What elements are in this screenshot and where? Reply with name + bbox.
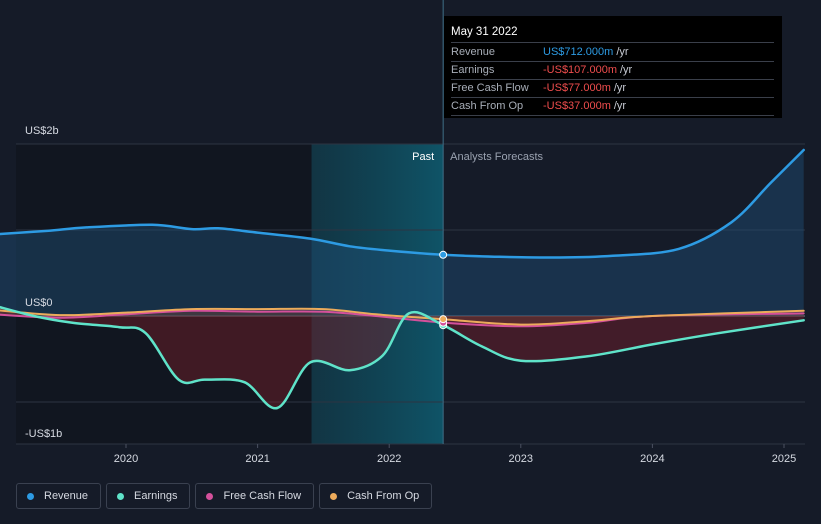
x-tick-label: 2020 [114, 453, 138, 465]
past-background [16, 144, 312, 444]
tooltip-row: Earnings -US$107.000m/yr [451, 62, 774, 80]
tooltip: May 31 2022 Revenue US$712.000m/yr Earning… [444, 16, 782, 118]
tooltip-label: Revenue [451, 46, 496, 58]
tooltip-unit: /yr [613, 100, 627, 112]
tooltip-label: Free Cash Flow [451, 82, 529, 94]
tooltip-row: Free Cash Flow -US$77.000m/yr [451, 80, 774, 98]
highlight-band [311, 144, 444, 444]
tooltip-value: US$712.000m [543, 46, 614, 58]
legend-label: Cash From Op [347, 490, 420, 502]
legend-label: Free Cash Flow [223, 490, 302, 502]
marker-cash-from-op [439, 315, 448, 324]
series-area-earnings [0, 307, 804, 409]
legend-dot-icon [117, 492, 125, 500]
legend-item-revenue[interactable]: Revenue [16, 483, 102, 509]
tooltip-value: -US$107.000m [543, 64, 617, 76]
tooltip-label: Cash From Op [451, 100, 524, 112]
legend-item-free-cash-flow[interactable]: Free Cash Flow [195, 483, 315, 509]
tooltip-date: May 31 2022 [451, 24, 774, 43]
x-tick-label: 2023 [509, 453, 533, 465]
tooltip-unit: /yr [613, 82, 627, 94]
legend-label: Earnings [134, 490, 178, 502]
series-line-earnings [0, 305, 805, 410]
x-tick-label: 2024 [640, 453, 664, 465]
tooltip-value: -US$77.000m [543, 82, 611, 94]
tooltip-row: Revenue US$712.000m/yr [451, 44, 774, 62]
legend: Revenue Earnings Free Cash Flow Cash From O… [16, 483, 433, 509]
legend-dot-icon [206, 492, 214, 500]
past-label: Past [412, 151, 434, 163]
series-area-cash-from-op [0, 308, 804, 325]
forecast-label: Analysts Forecasts [450, 151, 543, 163]
tooltip-label: Earnings [451, 64, 495, 76]
series-area-revenue [0, 150, 804, 316]
legend-label: Revenue [44, 490, 89, 502]
series-line-cash-from-op [0, 307, 805, 326]
marker-revenue [439, 250, 448, 259]
tooltip-value: -US$37.000m [543, 100, 611, 112]
tooltip-row: Cash From Op -US$37.000m/yr [451, 98, 774, 116]
x-tick-label: 2022 [377, 453, 401, 465]
y-tick-label: US$2b [25, 125, 59, 137]
legend-dot-icon [330, 492, 338, 500]
legend-item-earnings[interactable]: Earnings [106, 483, 191, 509]
tooltip-unit: /yr [620, 64, 633, 76]
series-line-revenue [0, 148, 805, 259]
y-tick-label: US$0 [25, 297, 53, 309]
legend-dot-icon [27, 492, 34, 500]
legend-item-cash-from-op[interactable]: Cash From Op [319, 483, 433, 509]
y-tick-label: -US$1b [25, 428, 62, 440]
x-tick-label: 2025 [772, 453, 796, 465]
x-tick-label: 2021 [245, 453, 269, 465]
tooltip-unit: /yr [616, 46, 629, 58]
